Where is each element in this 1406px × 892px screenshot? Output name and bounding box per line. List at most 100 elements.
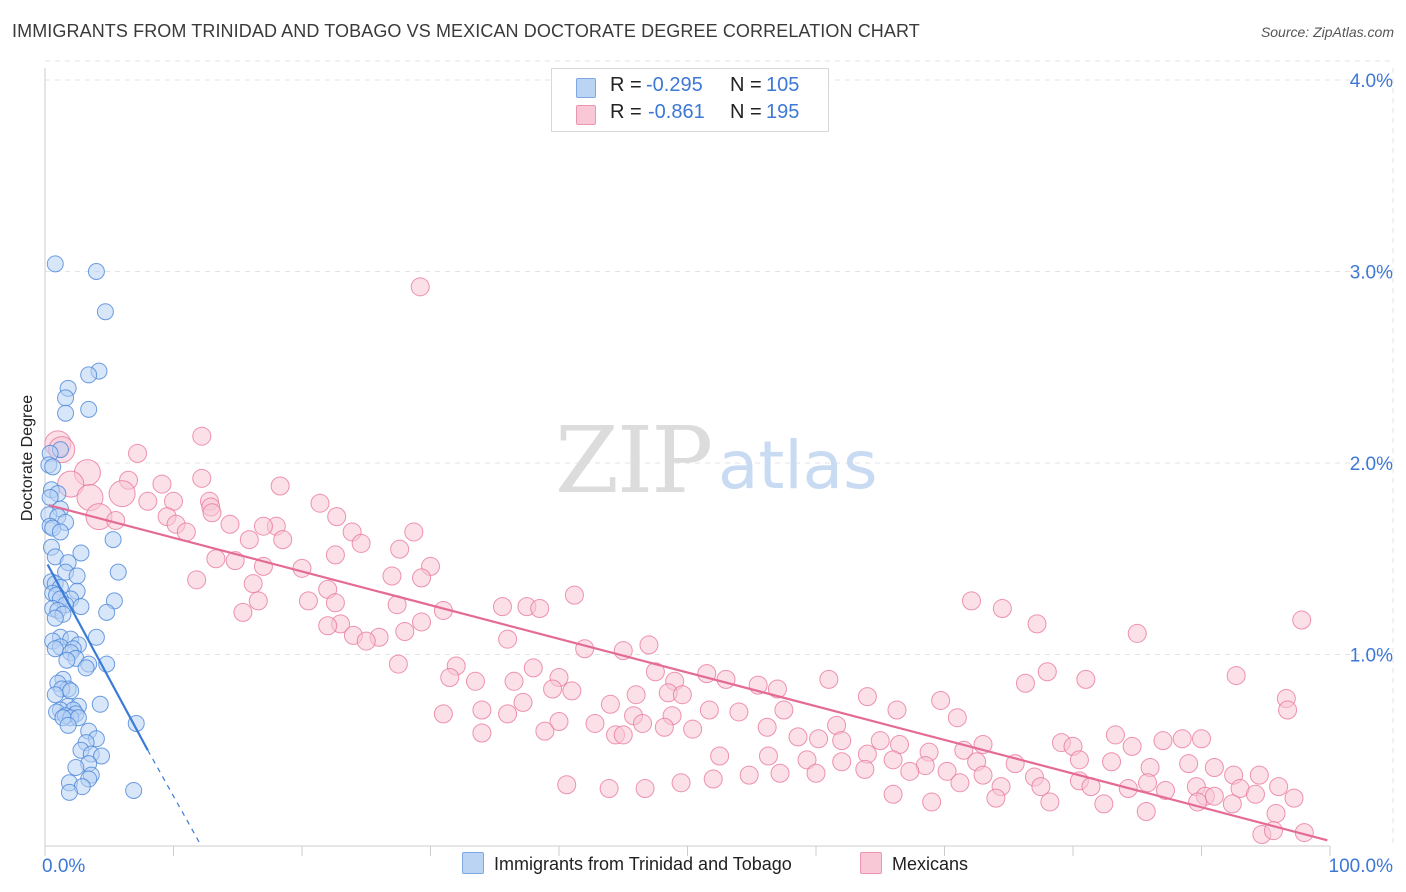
mexicans-point — [404, 522, 424, 542]
mexicans-point — [1156, 780, 1176, 800]
trinidad-point — [80, 400, 98, 418]
mexicans-point — [1226, 666, 1246, 686]
mexicans-point — [325, 545, 345, 565]
mexicans-point — [855, 759, 875, 779]
legend-row-mexicans: R = -0.861 N = 195 — [552, 101, 828, 127]
mexicans-point — [498, 629, 518, 649]
correlation-legend: R = -0.295 N = 105 R = -0.861 N = 195 — [551, 68, 829, 132]
mexicans-point — [922, 792, 942, 812]
mexicans-point — [729, 702, 749, 722]
mexicans-point — [961, 591, 981, 611]
mexicans-point — [239, 530, 259, 550]
mexicans-point — [248, 591, 268, 611]
trinidad-point — [44, 458, 62, 476]
mexicans-point — [273, 530, 293, 550]
mexicans-point — [1031, 777, 1051, 797]
mexicans-point — [973, 765, 993, 785]
legend-n-value: 105 — [766, 74, 800, 96]
mexicans-point — [1136, 802, 1156, 822]
mexicans-point — [440, 667, 460, 687]
legend-r-label: R = — [610, 101, 642, 123]
mexicans-point — [703, 769, 723, 789]
trinidad-point — [72, 544, 90, 562]
mexicans-point — [513, 692, 533, 712]
trend-lines — [46, 504, 1328, 843]
trinidad-point — [96, 303, 114, 321]
mexicans-point — [310, 493, 330, 513]
trinidad-point — [77, 659, 95, 677]
mexicans-point — [1249, 765, 1269, 785]
mexicans-point — [671, 773, 691, 793]
mexicans-point — [543, 679, 563, 699]
mexicans-point — [465, 671, 485, 691]
mexicans-point — [351, 533, 371, 553]
trinidad-point — [104, 531, 122, 549]
mexicans-point — [992, 599, 1012, 619]
mexicans-point — [699, 700, 719, 720]
mexicans-point — [504, 671, 524, 691]
mexicans-point — [549, 712, 569, 732]
mexicans-point — [947, 708, 967, 728]
mexicans-point — [809, 729, 829, 749]
mexicans-point — [950, 773, 970, 793]
mexicans-point — [498, 704, 518, 724]
mexicans-point — [613, 725, 633, 745]
mexicans-point — [472, 700, 492, 720]
mexicans-point — [253, 516, 273, 536]
mexicans-point — [412, 612, 432, 632]
legend-r-value: -0.861 — [648, 101, 705, 123]
mexicans-point — [883, 750, 903, 770]
mexicans-point — [1266, 803, 1286, 823]
trinidad-trend-line — [46, 563, 149, 751]
bottom-legend-label-trinidad: Immigrants from Trinidad and Tobago — [494, 854, 792, 874]
mexicans-point — [635, 779, 655, 799]
legend-swatch-mexicans — [576, 105, 596, 125]
mexicans-point — [1015, 673, 1035, 693]
trinidad-point — [51, 523, 69, 541]
mexicans-point — [1284, 788, 1304, 808]
trinidad-point — [62, 682, 80, 700]
mexicans-point — [176, 522, 196, 542]
mexicans-point — [1245, 784, 1265, 804]
trinidad-point — [87, 628, 105, 646]
mexicans-point — [1094, 794, 1114, 814]
mexicans-point — [530, 599, 550, 619]
mexicans-point — [599, 779, 619, 799]
mexicans-point — [243, 574, 263, 594]
mexicans-point — [138, 491, 158, 511]
mexicans-point — [788, 727, 808, 747]
y-tick-label: 3.0% — [1350, 263, 1393, 284]
mexicans-point — [774, 700, 794, 720]
bottom-legend-swatch-mexicans — [860, 852, 882, 874]
mexicans-point — [883, 784, 903, 804]
mexicans-point — [270, 476, 290, 496]
mexicans-point — [128, 443, 148, 463]
mexicans-point — [1192, 729, 1211, 749]
mexicans-trend-line — [48, 504, 1328, 842]
mexicans-point — [152, 474, 172, 494]
mexicans-point — [1037, 662, 1057, 682]
mexicans-point — [1153, 731, 1173, 751]
trinidad-point — [87, 263, 105, 280]
watermark-zip: ZIP — [555, 407, 711, 514]
mexicans-point — [410, 277, 430, 297]
mexicans-point — [412, 568, 432, 588]
mexicans-point — [1040, 792, 1060, 812]
mexicans-point — [1138, 773, 1158, 793]
trinidad-point — [72, 598, 90, 616]
mexicans-point — [758, 746, 778, 766]
mexicans-point — [1222, 794, 1242, 814]
x-tick-label-min: 0.0% — [42, 856, 85, 877]
trinidad-point — [98, 603, 116, 621]
mexicans-point — [327, 507, 347, 527]
bottom-legend-mexicans: Mexicans — [860, 852, 968, 875]
trinidad-point — [58, 651, 76, 669]
mexicans-point — [108, 480, 136, 508]
trinidad-point — [60, 783, 78, 801]
x-tick-label-max: 100.0% — [1329, 856, 1394, 877]
mexicans-point — [1204, 757, 1224, 777]
mexicans-point — [192, 426, 212, 446]
watermark-atlas: atlas — [718, 427, 878, 504]
mexicans-point — [1204, 786, 1224, 806]
